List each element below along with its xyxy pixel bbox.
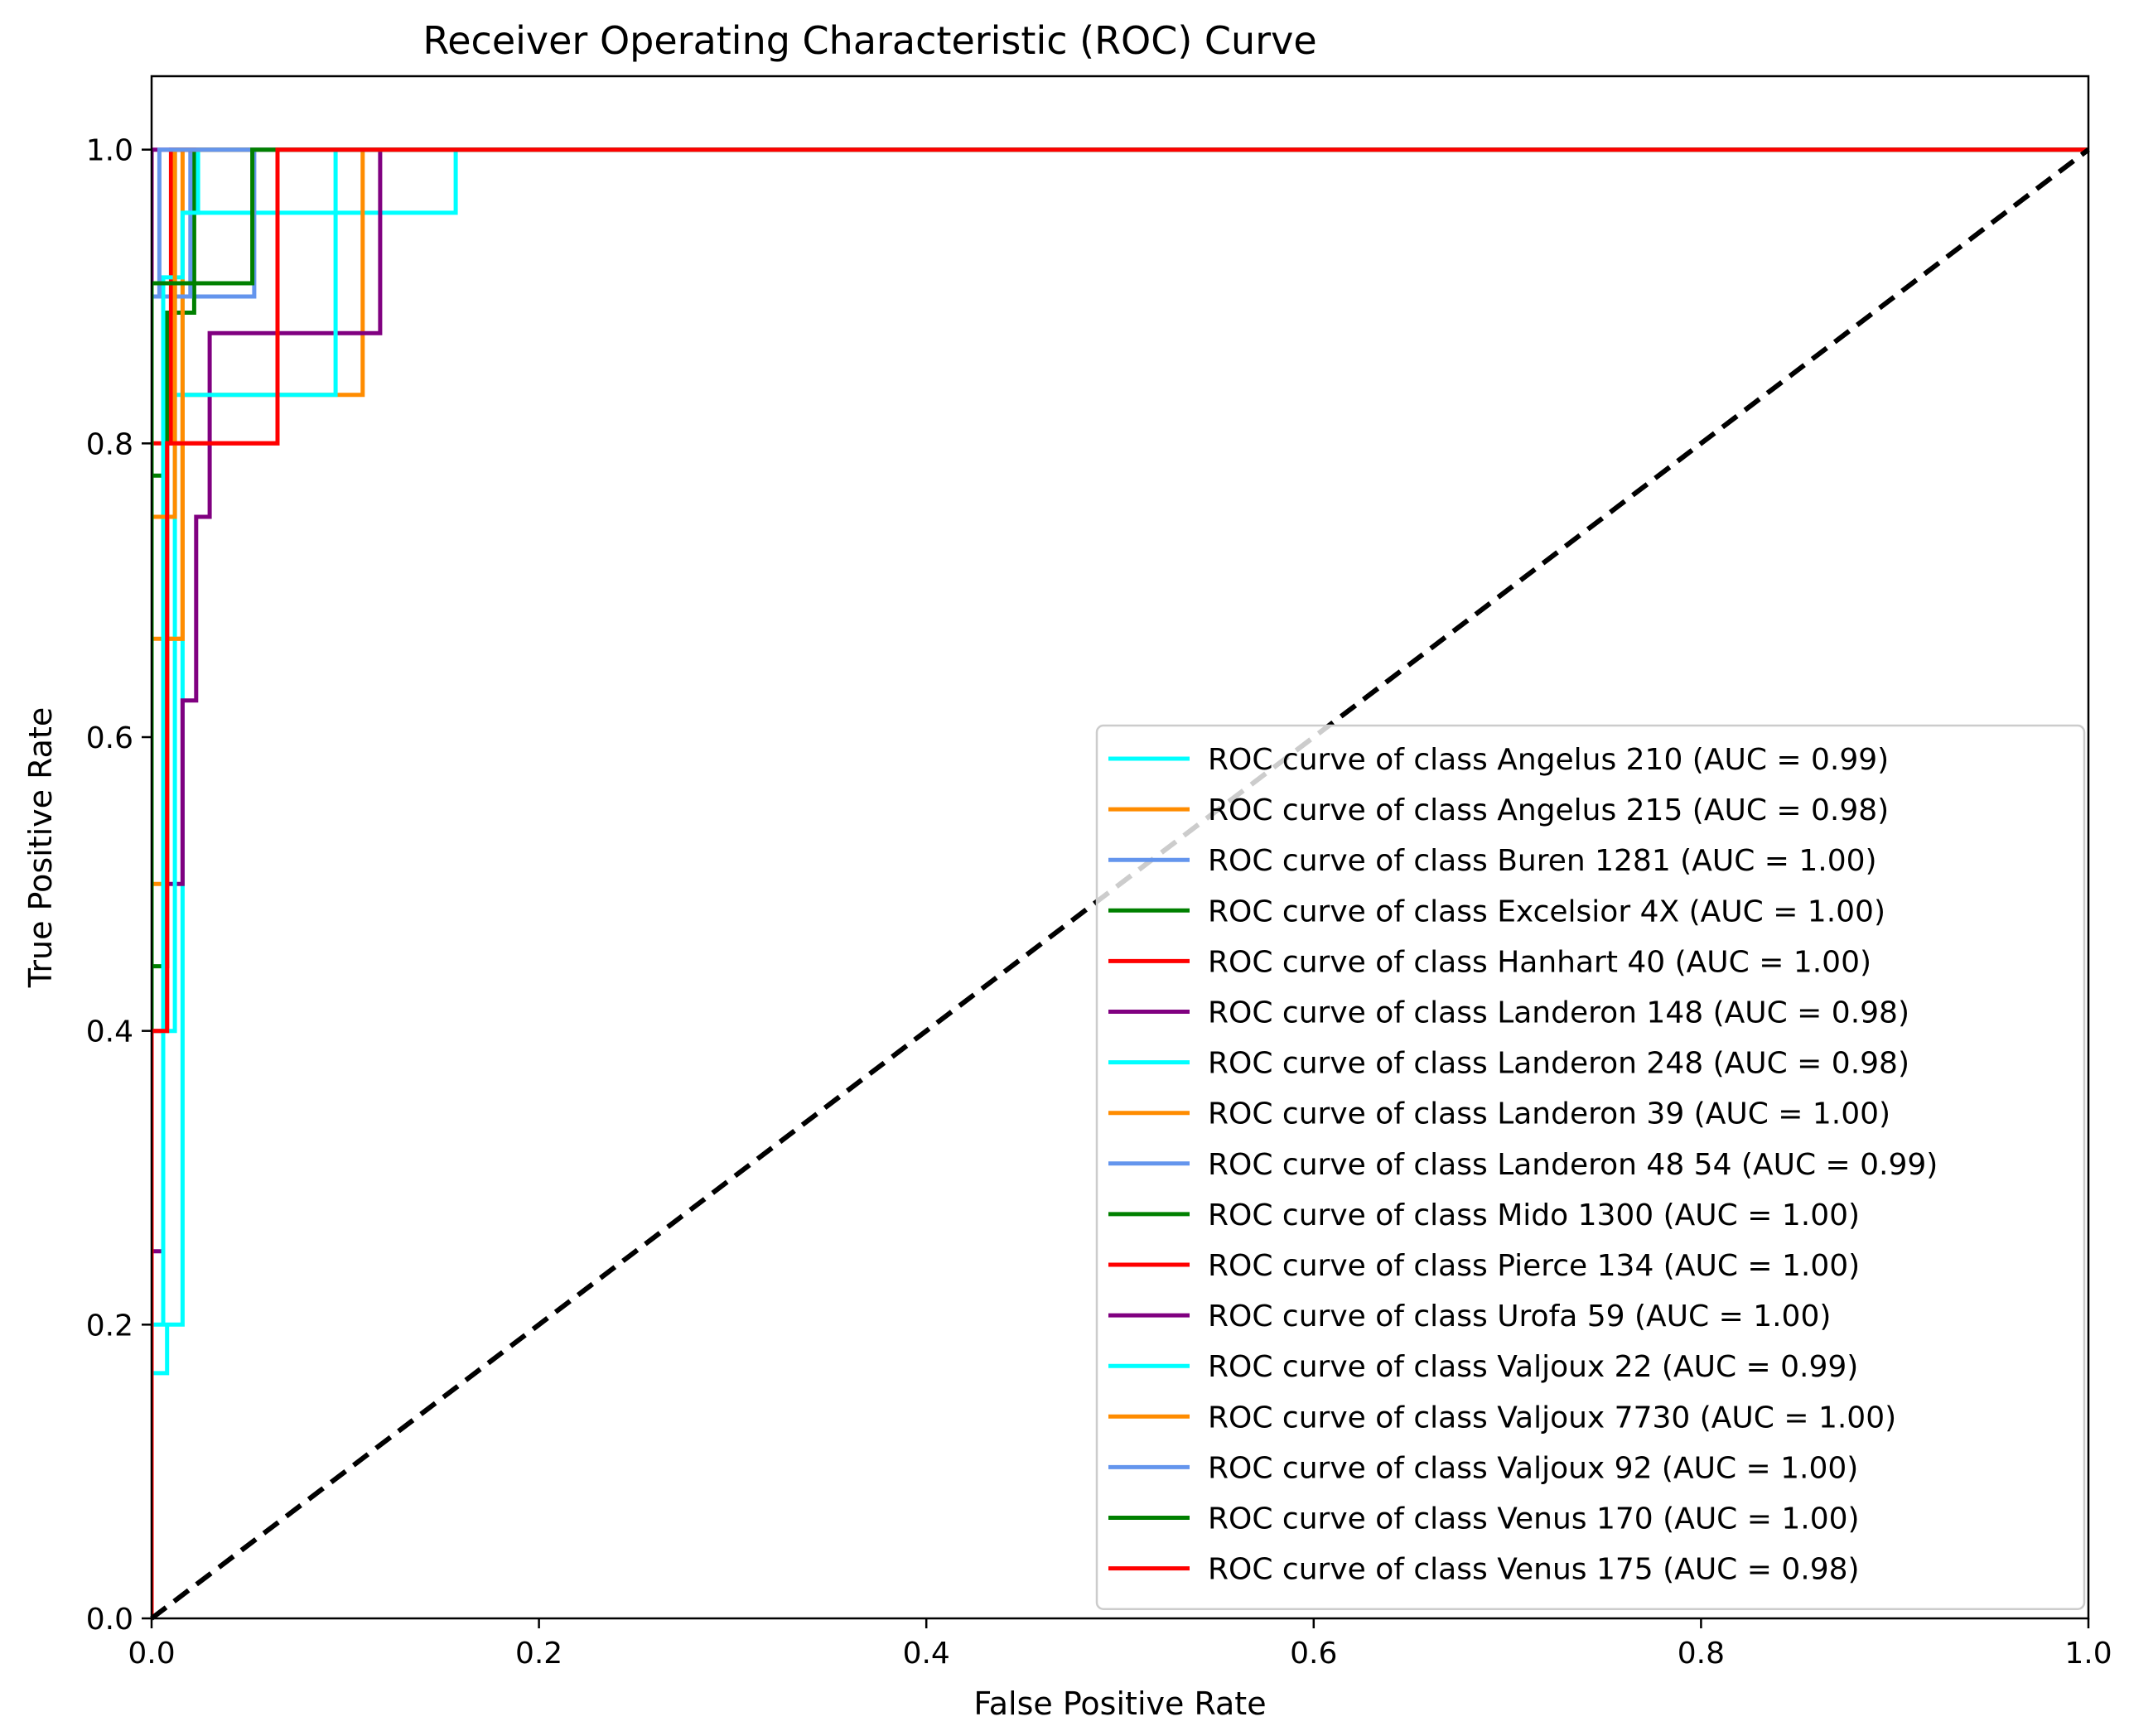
roc-curve-12 — [152, 147, 2088, 1618]
plot-area — [150, 75, 2090, 1621]
y-tick-label: 0.8 — [86, 427, 133, 461]
roc-curve-0 — [152, 147, 2088, 1618]
legend-entry: ROC curve of class Buren 1281 (AUC = 1.0… — [1208, 844, 1877, 878]
x-tick-label: 0.4 — [903, 1637, 950, 1671]
y-tick-label: 0.4 — [86, 1015, 133, 1049]
legend-entry: ROC curve of class Landeron 39 (AUC = 1.… — [1208, 1097, 1890, 1131]
roc-curve-16 — [152, 147, 2088, 1618]
legend-entry: ROC curve of class Valjoux 22 (AUC = 0.9… — [1208, 1350, 1858, 1384]
y-axis: 0.0 0.2 0.4 0.6 0.8 1.0 — [86, 134, 152, 1637]
y-tick-label: 1.0 — [86, 134, 133, 168]
legend-entry: ROC curve of class Valjoux 92 (AUC = 1.0… — [1208, 1451, 1858, 1485]
x-tick-label: 1.0 — [2064, 1637, 2112, 1671]
legend-entry: ROC curve of class Venus 170 (AUC = 1.00… — [1208, 1502, 1860, 1536]
roc-curves — [152, 147, 2088, 1618]
x-tick-label: 0.6 — [1290, 1637, 1337, 1671]
x-tick-label: 0.2 — [515, 1637, 562, 1671]
legend-entry: ROC curve of class Urofa 59 (AUC = 1.00) — [1208, 1300, 1831, 1333]
legend-entry: ROC curve of class Venus 175 (AUC = 0.98… — [1208, 1553, 1860, 1587]
legend-entry: ROC curve of class Landeron 248 (AUC = 0… — [1208, 1047, 1909, 1081]
legend-entry: ROC curve of class Landeron 148 (AUC = 0… — [1208, 996, 1909, 1030]
chart-title: Receiver Operating Characteristic (ROC) … — [422, 18, 1316, 63]
legend-entry: ROC curve of class Landeron 48 54 (AUC =… — [1208, 1148, 1938, 1182]
legend-entry: ROC curve of class Excelsior 4X (AUC = 1… — [1208, 895, 1885, 928]
y-tick-label: 0.2 — [86, 1309, 133, 1343]
y-tick-label: 0.6 — [86, 721, 133, 755]
x-tick-label: 0.0 — [128, 1637, 175, 1671]
legend-entry: ROC curve of class Hanhart 40 (AUC = 1.0… — [1208, 945, 1871, 979]
legend-entry: ROC curve of class Angelus 215 (AUC = 0.… — [1208, 793, 1889, 827]
legend-entry: ROC curve of class Mido 1300 (AUC = 1.00… — [1208, 1198, 1860, 1232]
x-axis-label: False Positive Rate — [973, 1685, 1266, 1722]
x-tick-label: 0.8 — [1678, 1637, 1725, 1671]
legend-frame — [1095, 724, 2086, 1610]
legend-entry: ROC curve of class Valjoux 7730 (AUC = 1… — [1208, 1401, 1896, 1435]
y-tick-label: 0.0 — [86, 1603, 133, 1637]
y-axis-label: True Positive Rate — [22, 707, 59, 989]
legend: ROC curve of class Angelus 210 (AUC = 0.… — [1095, 724, 2086, 1610]
legend-entry: ROC curve of class Pierce 134 (AUC = 1.0… — [1208, 1249, 1860, 1283]
plot-frame — [150, 75, 2090, 1620]
legend-entry: ROC curve of class Angelus 210 (AUC = 0.… — [1208, 743, 1889, 777]
x-axis: 0.0 0.2 0.4 0.6 0.8 1.0 — [128, 1618, 2112, 1671]
